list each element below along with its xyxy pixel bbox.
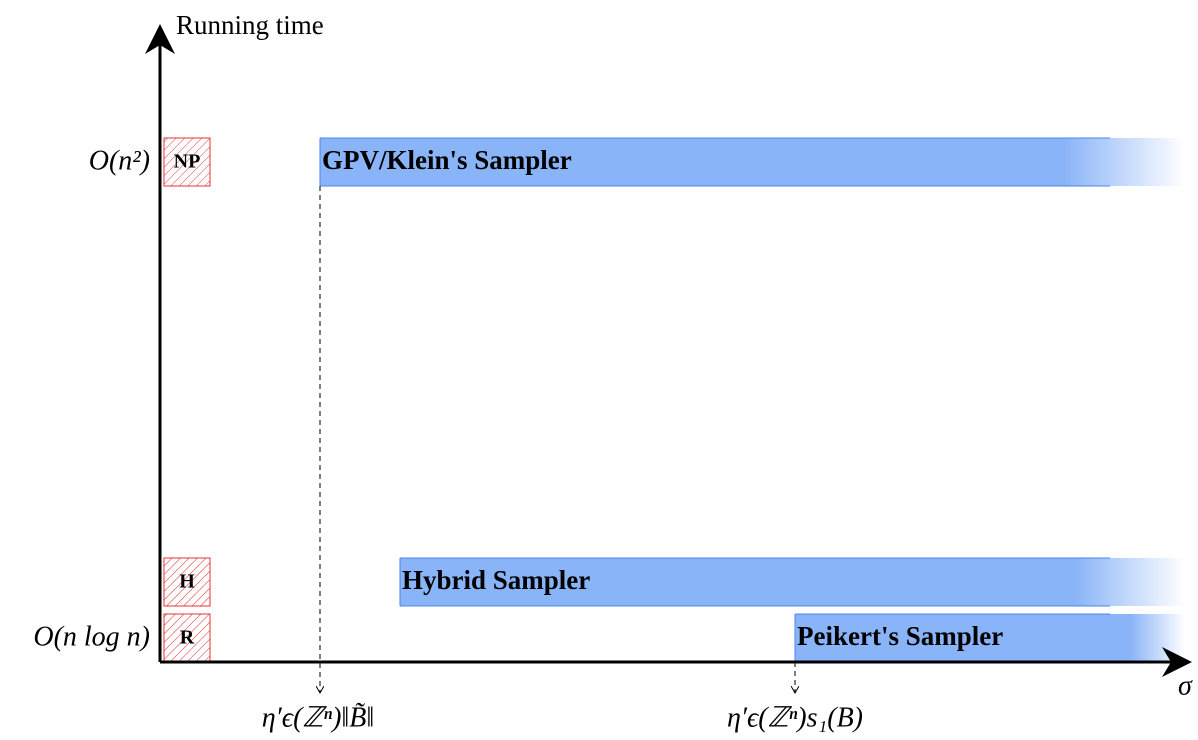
sampler-label: Peikert's Sampler — [797, 621, 1003, 651]
bar — [320, 138, 1185, 186]
threshold-label: η′ϵ(ℤⁿ)‖B̃‖ — [262, 702, 374, 733]
sampler-label: GPV/Klein's Sampler — [322, 145, 572, 175]
y-axis-label: Running time — [176, 10, 324, 40]
hatch-box — [163, 557, 211, 607]
tag: NP — [174, 151, 201, 173]
x-axis-label: σ — [1178, 670, 1193, 701]
tag: H — [179, 571, 195, 593]
level-label: O(n²) — [89, 145, 150, 176]
sampler-label: Hybrid Sampler — [402, 565, 590, 595]
hatch-box — [163, 137, 211, 187]
hatch-box — [163, 613, 211, 663]
level-label: O(n log n) — [33, 621, 150, 652]
bar — [400, 558, 1185, 606]
threshold-label: η′ϵ(ℤⁿ)s₁(B) — [727, 702, 863, 733]
bar — [795, 614, 1185, 662]
tag: R — [180, 627, 195, 649]
